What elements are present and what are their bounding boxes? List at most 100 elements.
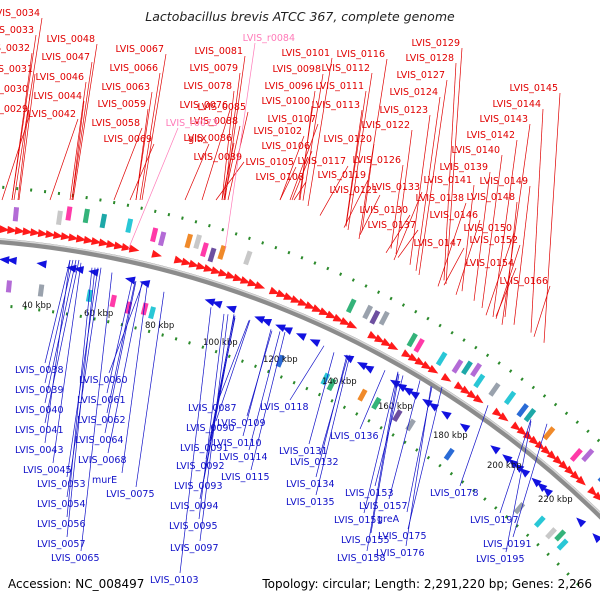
reverse-gene-label: LVIS_0158 [337, 553, 386, 564]
reverse-gene-arrow [422, 398, 433, 408]
reverse-gene-arrow [204, 298, 216, 307]
forward-label-leader [513, 185, 531, 325]
reverse-label-leader [215, 319, 251, 422]
forward-gene-label: LVIS_0116 [336, 49, 385, 60]
forward-label-leader [17, 93, 31, 201]
gene-block [65, 206, 73, 221]
forward-gene-label: LVIS_0033 [0, 25, 34, 36]
gene-block [451, 359, 464, 374]
forward-gene-label: LVIS_0085 [197, 102, 246, 113]
forward-label-leader [279, 135, 305, 201]
forward-label-leader [141, 53, 167, 201]
reverse-label-leader [315, 354, 351, 496]
reverse-gene-label: murE [92, 475, 117, 486]
forward-label-leader [385, 214, 411, 253]
forward-label-leader [343, 179, 369, 228]
reverse-gene-label: LVIS_0118 [260, 402, 309, 413]
reverse-label-leader [388, 380, 421, 500]
forward-gene-label: LVIS_0044 [33, 91, 82, 102]
reverse-label-leader [370, 374, 400, 534]
forward-label-leader [393, 191, 423, 261]
forward-label-leader [71, 61, 93, 201]
reverse-gene-label: LVIS_0157 [359, 501, 408, 512]
forward-label-leader [397, 229, 419, 258]
forward-gene-label: LVIS_0130 [359, 205, 408, 216]
forward-gene-label: LVIS_0144 [492, 99, 541, 110]
reverse-gene-arrow [514, 463, 525, 473]
reverse-gene-label: LVIS_0043 [15, 445, 64, 456]
reverse-gene-arrow [73, 266, 85, 275]
reverse-gene-label: LVIS_0092 [176, 461, 225, 472]
forward-label-leader [443, 62, 457, 281]
forward-gene-arrow [151, 249, 162, 258]
forward-gene-label: LVIS_0119 [317, 170, 366, 181]
reverse-gene-label: LVIS_0094 [170, 501, 219, 512]
forward-gene-arrow [453, 381, 465, 391]
reverse-gene-arrow [275, 324, 286, 333]
forward-gene-label: LVIS_0138 [415, 193, 464, 204]
forward-gene-arrow [83, 235, 94, 244]
forward-label-leader [390, 164, 404, 249]
forward-gene-label: LVIS_0140 [451, 145, 500, 156]
forward-label-leader [221, 90, 235, 201]
reverse-gene-arrow [502, 454, 513, 464]
gene-block [207, 247, 217, 263]
reverse-gene-label: LVIS_0095 [169, 521, 218, 532]
reverse-gene-label: LVIS_0195 [476, 554, 525, 565]
forward-gene-label: LVIS_0129 [411, 38, 460, 49]
forward-gene-arrow [68, 233, 79, 242]
forward-gene-arrow [283, 292, 294, 300]
forward-label-leader [72, 43, 98, 201]
reverse-gene-label: LVIS_0155 [341, 535, 390, 546]
reverse-gene-arrow [309, 339, 321, 347]
forward-gene-arrow [587, 486, 598, 497]
forward-gene-arrow [60, 232, 72, 241]
rna-label-leader [224, 42, 256, 251]
gene-block [82, 208, 90, 224]
gene-block [413, 338, 425, 353]
forward-gene-arrow [128, 244, 140, 253]
forward-gene-label: LVIS_0029 [0, 104, 28, 115]
genome-ring [0, 185, 600, 592]
gene-block [357, 388, 368, 402]
forward-gene-label: LVIS_0100 [261, 96, 310, 107]
forward-gene-label: LVIS_0098 [272, 64, 321, 75]
gene-block [392, 409, 403, 423]
reverse-gene-arrow [592, 533, 600, 544]
forward-label-leader [18, 73, 36, 201]
reverse-gene-arrow [428, 402, 440, 412]
forward-gene-arrow [188, 259, 200, 268]
forward-gene-label: LVIS_0089 [193, 152, 242, 163]
reverse-gene-arrow [402, 387, 414, 396]
forward-gene-arrow [75, 234, 87, 243]
forward-label-leader [445, 47, 463, 285]
reverse-label-leader [407, 386, 443, 530]
forward-gene-arrow [14, 226, 26, 235]
forward-gene-label: LVIS_0124 [389, 87, 438, 98]
reverse-gene-arrow [542, 487, 554, 497]
forward-gene-arrow [52, 231, 64, 240]
reverse-gene-label: LVIS_0136 [330, 431, 379, 442]
forward-label-leader [135, 108, 149, 201]
forward-label-leader [530, 108, 544, 333]
forward-gene-arrow [414, 356, 426, 366]
reverse-gene-label: LVIS_0053 [37, 479, 86, 490]
reverse-gene-arrow [356, 361, 368, 371]
reverse-label-leader [405, 386, 432, 547]
forward-gene-label: LVIS_0059 [97, 99, 146, 110]
gene-block [443, 447, 455, 461]
gene-block [275, 354, 285, 368]
reverse-gene-label: LVIS_0114 [219, 452, 268, 463]
forward-gene-arrow [472, 394, 484, 404]
reverse-gene-arrow [0, 256, 10, 265]
forward-label-leader [485, 232, 515, 316]
forward-gene-label: LVIS_0106 [261, 141, 310, 152]
reverse-gene-label: LVIS_0062 [77, 415, 126, 426]
forward-label-leader [345, 109, 363, 225]
forward-gene-arrow [546, 450, 557, 460]
reverse-gene-label: LVIS_0197 [470, 515, 519, 526]
forward-gene-label: LVIS_0063 [101, 82, 150, 93]
gene-block [55, 210, 63, 226]
reverse-gene-arrow [576, 517, 587, 528]
